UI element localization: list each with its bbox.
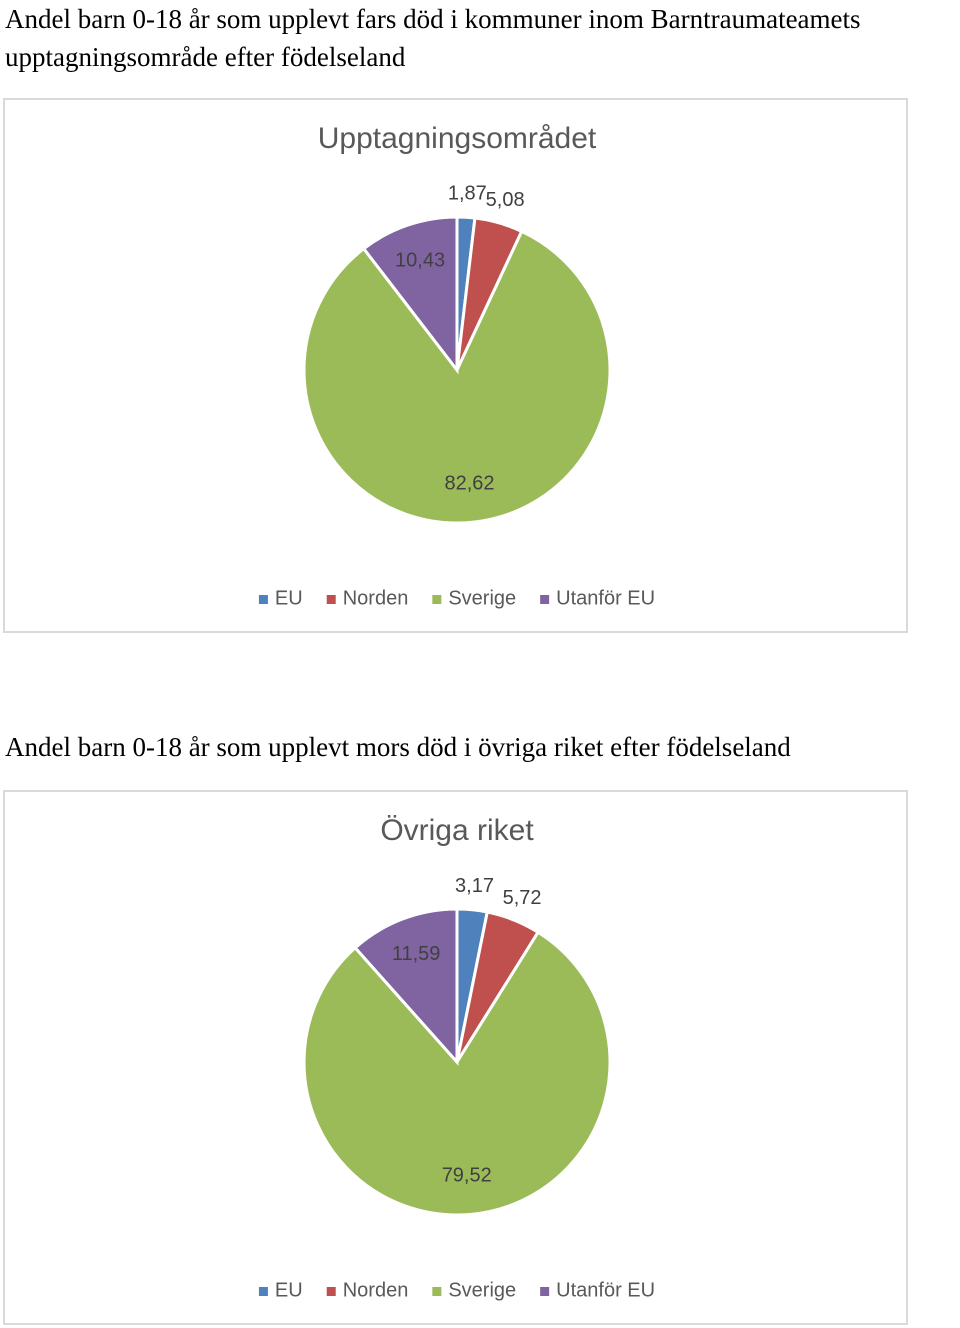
legend-label: Norden [343,1279,409,1301]
legend-label: Utanför EU [556,587,655,609]
legend-swatch [540,595,550,604]
data-label: 11,59 [392,943,441,965]
pie-slice [302,229,612,525]
chart: Övriga riket 3,17 5,72 79,52 11,59 EU Norden Sv… [258,814,655,1301]
chart: Upptagningsområdet 1,875,08 82,62 10,43 EU No… [258,122,655,609]
data-label: 1,87 [448,183,487,205]
heading: Andel barn 0-18 år som upplevt fars död … [5,4,861,72]
legend-swatch [432,595,442,604]
data-label: 10,43 [395,250,445,272]
data-label: 5,72 [503,887,542,909]
pie-slice [353,907,459,1066]
legend-swatch [432,1287,442,1296]
data-label: 82,62 [444,472,494,494]
legend-swatch [326,1287,336,1296]
heading: Andel barn 0-18 år som upplevt mors död … [5,732,791,762]
data-label: 79,52 [442,1165,492,1187]
chart-title: Övriga riket [380,814,534,847]
legend-label: EU [275,1279,303,1301]
chart-box: Övriga riket 3,17 5,72 79,52 11,59 EU Norden Sv… [3,790,908,1325]
chart-box: Upptagningsområdet 1,87 5,08 82,62 10,43 EU No… [3,98,908,633]
pie-slice [361,215,459,375]
chart-title: Upptagningsområdet [318,122,597,155]
legend-label: Sverige [448,1279,516,1301]
legend-swatch [326,595,336,604]
data-label: 3,17 [455,875,494,897]
legend-swatch [258,595,268,604]
pie-slice [302,930,612,1217]
data-label: 5,08 [486,189,525,211]
legend-label: Utanför EU [556,1279,655,1301]
legend-label: Sverige [448,587,516,609]
legend-label: Norden [343,587,409,609]
legend-swatch [258,1287,268,1296]
legend-swatch [540,1287,550,1296]
legend-label: EU [275,587,303,609]
